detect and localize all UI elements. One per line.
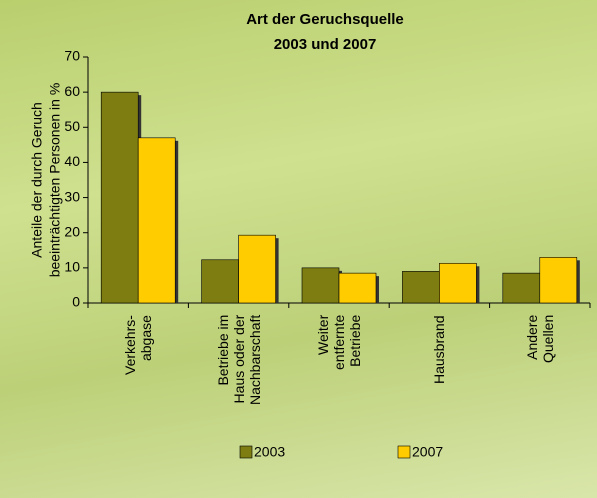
- bar: [301, 267, 340, 304]
- y-tick-label: 20: [64, 223, 80, 239]
- x-tick-label: Verkehrs- abgase: [122, 315, 155, 375]
- y-tick-label: 70: [64, 48, 80, 64]
- bar: [137, 137, 176, 304]
- y-tick-label: 60: [64, 83, 80, 99]
- y-tick-label: 10: [64, 259, 80, 275]
- bar: [338, 272, 377, 304]
- x-tick-label: Hausbrand: [431, 315, 448, 385]
- x-tick-label: Weiter entfernte Betriebe: [315, 314, 363, 370]
- legend-label: 2007: [412, 444, 443, 460]
- y-tick-label: 40: [64, 153, 80, 169]
- y-tick-label: 30: [64, 188, 80, 204]
- bar: [201, 259, 239, 304]
- legend-swatch: [239, 445, 253, 459]
- y-axis-label: beeinträchtigten Personen in %: [47, 83, 63, 278]
- y-axis-label: Anteile der durch Geruch: [29, 102, 45, 258]
- bar: [502, 272, 541, 304]
- x-tick-label: Betriebe im Haus oder der Nachbarschaft: [214, 314, 263, 405]
- bar: [439, 262, 477, 304]
- bar: [539, 257, 578, 304]
- chart-title: 2003 und 2007: [274, 36, 377, 53]
- legend-swatch: [397, 445, 411, 459]
- y-tick-label: 0: [72, 294, 80, 310]
- y-tick-label: 50: [64, 118, 80, 134]
- bar: [238, 234, 276, 304]
- bar: [402, 271, 440, 304]
- chart-title: Art der Geruchsquelle: [246, 11, 404, 28]
- legend-label: 2003: [254, 444, 285, 460]
- bar: [100, 91, 139, 304]
- x-tick-label: Andere Quellen: [523, 314, 556, 363]
